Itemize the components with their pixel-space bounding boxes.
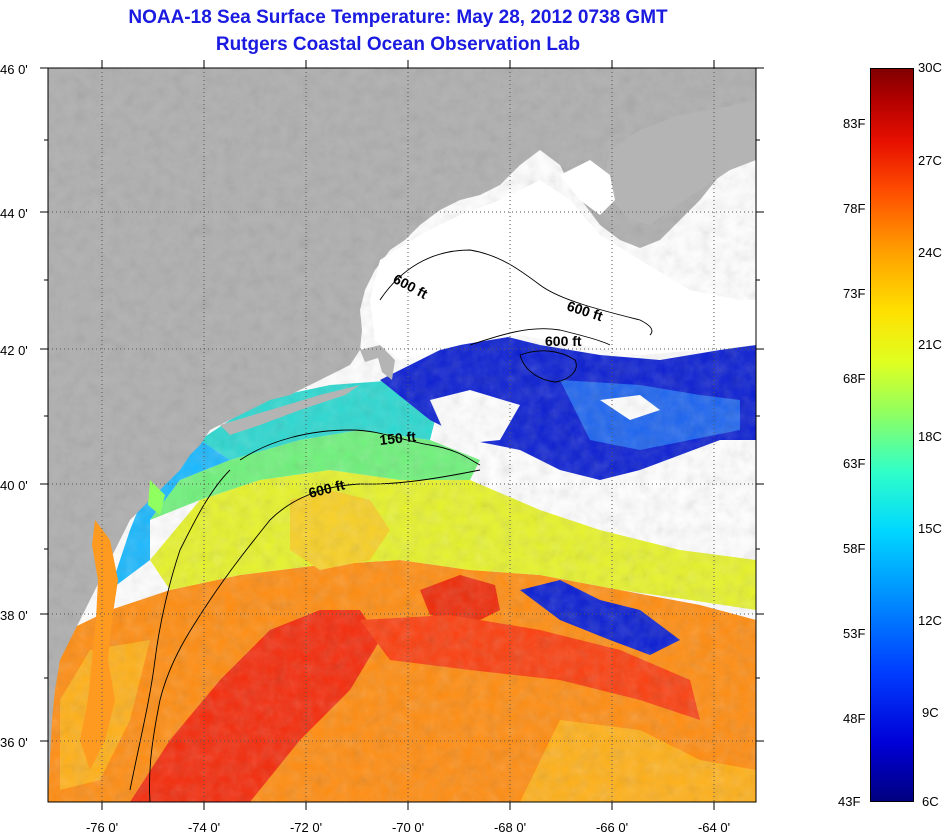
- contour-600ft-gulf-of-maine: [379, 249, 653, 336]
- temperature-colorbar: [870, 68, 914, 802]
- cloud-patch: [600, 395, 660, 420]
- contour-150ft: [239, 429, 481, 466]
- gulf-stream-band: [360, 615, 700, 720]
- colorbar-f-label: 73F: [843, 286, 866, 301]
- map-area: [48, 68, 756, 802]
- colorbar-c-label: 21C: [918, 337, 942, 352]
- cloud-patch: [640, 450, 756, 505]
- delaware-bay: [148, 480, 165, 515]
- lon-label: -66 0': [596, 820, 628, 835]
- colorbar-c-label: 18C: [918, 429, 942, 444]
- land-cape-cod: [360, 345, 395, 380]
- lat-label: 46 0': [0, 62, 28, 77]
- colorbar-f-label: 78F: [843, 201, 866, 216]
- colorbar-c-label: 24C: [918, 245, 942, 260]
- lat-label: 36 0': [0, 735, 28, 750]
- map-frame: [47, 67, 757, 803]
- warm-southeast-area: [520, 720, 756, 802]
- warm-core-ring: [290, 490, 390, 570]
- shelf-water-green: [150, 430, 480, 520]
- warm-eddy: [420, 575, 500, 625]
- lon-label: -64 0': [698, 820, 730, 835]
- bay-of-fundy: [560, 160, 615, 215]
- contour-label: 600 ft: [545, 333, 582, 349]
- land-nova-scotia: [605, 100, 756, 225]
- gulf-stream-core: [130, 610, 380, 802]
- cold-patch-south: [520, 580, 680, 655]
- contour-600ft-georges: [469, 328, 611, 346]
- lon-label: -70 0': [392, 820, 424, 835]
- map-subtitle: Rutgers Coastal Ocean Observation Lab: [215, 34, 581, 55]
- colorbar-f-label: 68F: [843, 371, 866, 386]
- lat-label: 44 0': [0, 206, 28, 221]
- nearshore-water: [110, 440, 230, 590]
- colorbar-c-label: 12C: [918, 613, 942, 628]
- lat-label: 40 0': [0, 478, 28, 493]
- colorbar-f-label: 48F: [843, 711, 866, 726]
- gulf-of-maine-cloud: [370, 180, 756, 360]
- lon-label: -72 0': [290, 820, 322, 835]
- colorbar-f-label: 63F: [843, 456, 866, 471]
- lon-label: -74 0': [188, 820, 220, 835]
- contour-georges-bank: [519, 350, 577, 383]
- colorbar-max-c: 30C: [918, 60, 942, 75]
- lon-label: -68 0': [494, 820, 526, 835]
- contour-150ft-inner: [129, 469, 231, 791]
- colorbar-min-c: 6C: [922, 794, 939, 809]
- colorbar-f-label: 53F: [843, 626, 866, 641]
- lat-label: 38 0': [0, 608, 28, 623]
- lat-label: 42 0': [0, 343, 28, 358]
- colorbar-min-f: 43F: [838, 794, 861, 809]
- cold-water-light: [560, 380, 740, 450]
- land-mass: [48, 68, 756, 802]
- cloud-patch: [430, 390, 520, 445]
- colorbar-c-label: 15C: [918, 521, 942, 536]
- colorbar-c-label: 9C: [922, 705, 939, 720]
- chesapeake-bay: [80, 520, 118, 770]
- lon-label: -76 0': [86, 820, 118, 835]
- tick-marks: [40, 60, 764, 810]
- land-long-island: [220, 385, 360, 435]
- colorbar-f-label: 83F: [843, 116, 866, 131]
- colorbar-c-label: 27C: [918, 153, 942, 168]
- contour-label: 150 ft: [379, 428, 417, 448]
- colorbar-f-label: 58F: [843, 541, 866, 556]
- map-title: NOAA-18 Sea Surface Temperature: May 28,…: [128, 7, 668, 28]
